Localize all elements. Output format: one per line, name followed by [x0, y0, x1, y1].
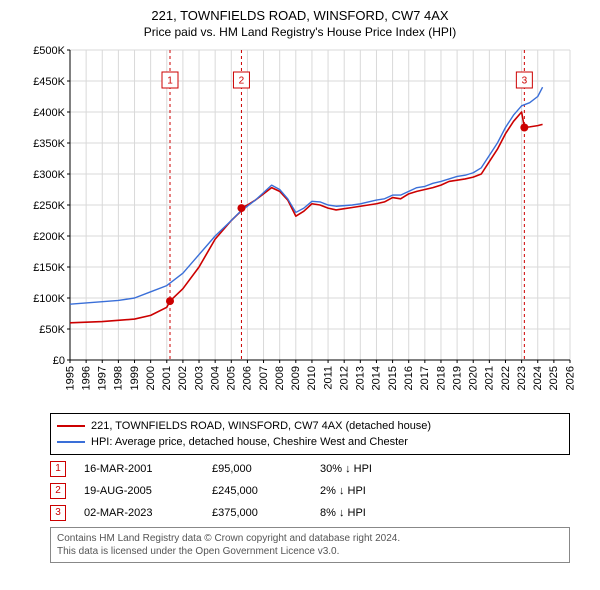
svg-text:£500K: £500K: [33, 45, 65, 57]
svg-text:2008: 2008: [274, 366, 286, 390]
svg-text:£50K: £50K: [39, 324, 65, 336]
svg-text:2011: 2011: [322, 366, 334, 390]
svg-text:2024: 2024: [532, 366, 544, 390]
svg-text:2009: 2009: [290, 366, 302, 390]
svg-text:1: 1: [167, 76, 173, 87]
svg-text:2022: 2022: [500, 366, 512, 390]
svg-text:2021: 2021: [484, 366, 496, 390]
svg-text:2016: 2016: [403, 366, 415, 390]
transactions-table: 1 16-MAR-2001 £95,000 30% ↓ HPI 2 19-AUG-2005…: [50, 461, 570, 521]
transaction-delta: 30% ↓ HPI: [320, 463, 400, 475]
svg-text:2015: 2015: [387, 366, 399, 390]
svg-text:£150K: £150K: [33, 262, 65, 274]
svg-text:2000: 2000: [145, 366, 157, 390]
svg-text:£100K: £100K: [33, 293, 65, 305]
svg-text:3: 3: [522, 76, 528, 87]
svg-text:2023: 2023: [516, 366, 528, 390]
transaction-price: £375,000: [212, 507, 302, 519]
transaction-date: 16-MAR-2001: [84, 463, 194, 475]
svg-text:2025: 2025: [548, 366, 560, 390]
svg-text:2007: 2007: [258, 366, 270, 390]
svg-text:2010: 2010: [306, 366, 318, 390]
svg-text:£400K: £400K: [33, 107, 65, 119]
svg-text:2001: 2001: [161, 366, 173, 390]
legend-item: 221, TOWNFIELDS ROAD, WINSFORD, CW7 4AX …: [57, 418, 563, 434]
svg-text:2014: 2014: [371, 366, 383, 390]
svg-text:2003: 2003: [193, 366, 205, 390]
svg-text:2002: 2002: [177, 366, 189, 390]
page-title: 221, TOWNFIELDS ROAD, WINSFORD, CW7 4AX: [10, 8, 590, 23]
svg-text:2006: 2006: [242, 366, 254, 390]
svg-text:2020: 2020: [468, 366, 480, 390]
transaction-price: £245,000: [212, 485, 302, 497]
svg-text:£200K: £200K: [33, 231, 65, 243]
page-subtitle: Price paid vs. HM Land Registry's House …: [10, 25, 590, 39]
transaction-price: £95,000: [212, 463, 302, 475]
svg-text:£450K: £450K: [33, 76, 65, 88]
svg-text:2013: 2013: [355, 366, 367, 390]
svg-text:1999: 1999: [129, 366, 141, 390]
svg-text:1998: 1998: [113, 366, 125, 390]
transaction-marker-badge: 1: [50, 461, 66, 477]
svg-text:£0: £0: [53, 355, 65, 367]
legend-item: HPI: Average price, detached house, Ches…: [57, 434, 563, 450]
transaction-date: 02-MAR-2023: [84, 507, 194, 519]
footer-note: Contains HM Land Registry data © Crown c…: [50, 527, 570, 563]
svg-text:2012: 2012: [338, 366, 350, 390]
svg-text:£350K: £350K: [33, 138, 65, 150]
transaction-date: 19-AUG-2005: [84, 485, 194, 497]
transaction-row: 3 02-MAR-2023 £375,000 8% ↓ HPI: [50, 505, 570, 521]
legend-label: 221, TOWNFIELDS ROAD, WINSFORD, CW7 4AX …: [91, 418, 431, 434]
legend: 221, TOWNFIELDS ROAD, WINSFORD, CW7 4AX …: [50, 413, 570, 455]
transaction-row: 1 16-MAR-2001 £95,000 30% ↓ HPI: [50, 461, 570, 477]
transaction-row: 2 19-AUG-2005 £245,000 2% ↓ HPI: [50, 483, 570, 499]
footer-line2: This data is licensed under the Open Gov…: [57, 545, 563, 558]
svg-text:2026: 2026: [564, 366, 576, 390]
price-chart: £0 £50K £100K £150K £200K £250K £300K £350K £400…: [20, 45, 580, 405]
transaction-marker-badge: 3: [50, 505, 66, 521]
svg-text:£250K: £250K: [33, 200, 65, 212]
svg-text:2018: 2018: [435, 366, 447, 390]
legend-label: HPI: Average price, detached house, Ches…: [91, 434, 408, 450]
transaction-marker-badge: 2: [50, 483, 66, 499]
svg-text:2004: 2004: [209, 366, 221, 390]
transaction-delta: 8% ↓ HPI: [320, 507, 400, 519]
transaction-delta: 2% ↓ HPI: [320, 485, 400, 497]
svg-text:2005: 2005: [226, 366, 238, 390]
legend-swatch: [57, 425, 85, 427]
footer-line1: Contains HM Land Registry data © Crown c…: [57, 532, 563, 545]
legend-swatch: [57, 441, 85, 443]
svg-text:1996: 1996: [80, 366, 92, 390]
svg-text:2017: 2017: [419, 366, 431, 390]
svg-text:1995: 1995: [64, 366, 76, 390]
svg-text:2: 2: [239, 76, 245, 87]
page-root: 221, TOWNFIELDS ROAD, WINSFORD, CW7 4AX …: [0, 0, 600, 590]
svg-text:2019: 2019: [451, 366, 463, 390]
svg-text:£300K: £300K: [33, 169, 65, 181]
svg-text:1997: 1997: [97, 366, 109, 390]
